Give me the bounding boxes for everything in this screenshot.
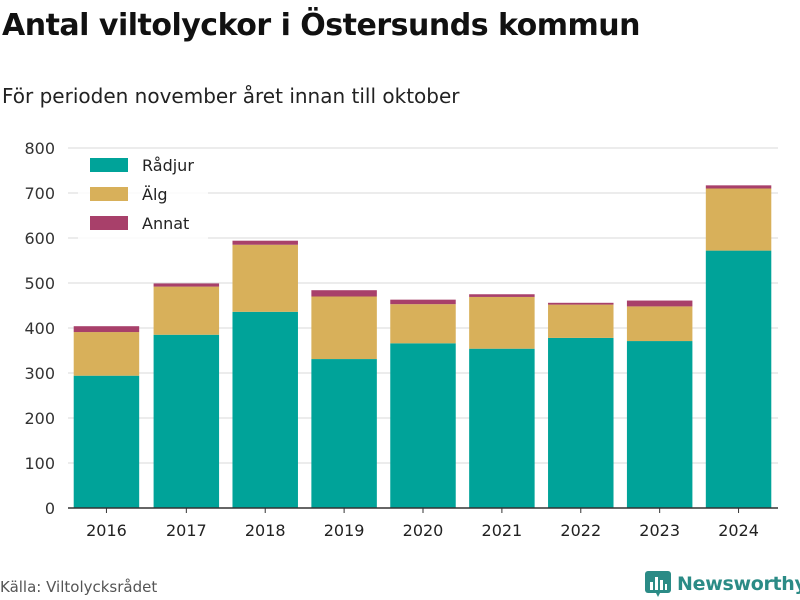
legend-label: Annat [142,214,189,233]
bar-segment [73,332,140,376]
bar-segment [705,250,772,508]
y-tick-label: 700 [24,184,55,203]
bar-segment [390,299,456,305]
bar-segment [153,283,220,287]
bar-segment [626,300,693,307]
y-tick-label: 200 [24,409,55,428]
legend-swatch [90,158,128,172]
bar-segment [548,304,614,338]
bar-segment [311,296,377,360]
source-note: Källa: Viltolycksrådet [0,578,158,596]
legend-swatch [90,216,128,230]
bar-segment [232,244,298,312]
legend-swatch [90,187,128,201]
y-tick-label: 300 [24,364,55,383]
bar-segment [390,304,456,344]
x-tick-label: 2021 [482,521,523,540]
bar-segment [390,343,456,508]
bar-segment [311,359,377,508]
legend: Rådjur Älg Annat [78,152,208,240]
bar-segment [469,348,535,508]
y-tick-label: 500 [24,274,55,293]
bar-segment [469,294,535,297]
bar-segment [705,185,772,189]
bar-segment [232,311,298,508]
bar-segment [73,375,140,508]
x-tick-label: 2016 [86,521,127,540]
x-tick-label: 2024 [718,521,759,540]
bars [73,185,772,508]
x-axis-tick-labels: 2016 2017 2018 2019 2020 2021 2022 2023 2024 [86,508,759,540]
chart-title: Antal viltolyckor i Östersunds kommun [2,8,640,43]
y-axis-tick-labels: 0 100 200 300 400 500 600 700 800 [24,139,55,518]
y-tick-label: 0 [45,499,55,518]
brand-name: Newsworthy [677,573,800,595]
bar-chart-icon [645,571,671,597]
chart-subtitle: För perioden november året innan till ok… [2,84,460,108]
y-tick-label: 100 [24,454,55,473]
x-tick-label: 2019 [324,521,365,540]
x-tick-label: 2018 [245,521,286,540]
legend-label: Rådjur [142,156,194,175]
bar-segment [73,326,140,333]
bar-segment [548,337,614,508]
bar-segment [469,296,535,349]
bar-segment [232,240,298,245]
bar-segment [153,286,220,335]
brand-logo: Newsworthy [645,570,800,598]
bar-segment [705,188,772,251]
legend-label: Älg [142,185,168,204]
bar-segment [548,302,614,305]
bar-segment [626,306,693,342]
bar-segment [311,290,377,297]
y-tick-label: 600 [24,229,55,248]
x-tick-label: 2023 [639,521,680,540]
bar-segment [626,341,693,508]
y-tick-label: 400 [24,319,55,338]
x-tick-label: 2020 [403,521,444,540]
x-tick-label: 2022 [560,521,601,540]
x-tick-label: 2017 [166,521,207,540]
y-tick-label: 800 [24,139,55,158]
bar-segment [153,334,220,508]
